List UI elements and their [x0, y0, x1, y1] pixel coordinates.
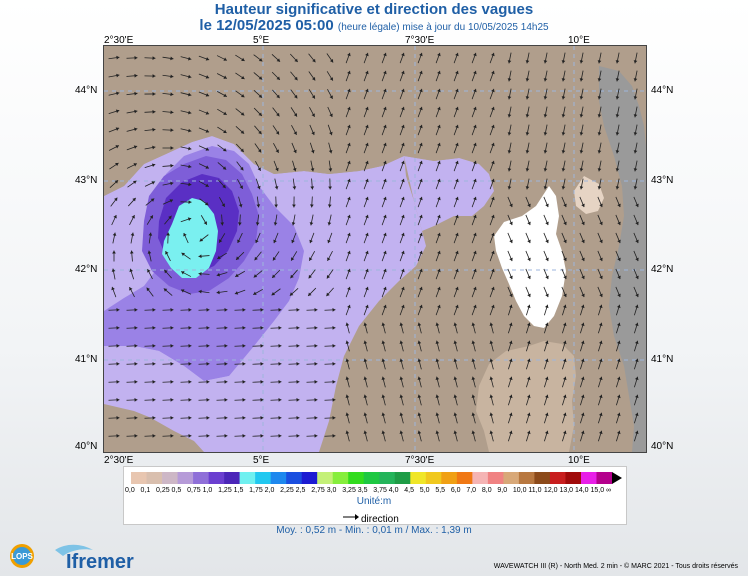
legend-tick-label: 9,0: [497, 487, 507, 494]
legend-swatch: [364, 472, 380, 484]
lat-label-right-40n: 40°N: [651, 441, 673, 452]
legend-tick-label: 5,0: [420, 487, 430, 494]
legend-swatch: [596, 472, 612, 484]
legend-swatch: [426, 472, 442, 484]
lat-label-left-44n: 44°N: [75, 85, 97, 96]
legend-swatch: [193, 472, 209, 484]
legend-swatch: [178, 472, 194, 484]
legend-tick-label: 1,75: [249, 487, 263, 494]
unit-label: Unité:m: [123, 496, 625, 507]
legend-tick-label: 11,0: [528, 487, 541, 494]
legend-swatch: [162, 472, 178, 484]
legend-tick-label: 0,1: [141, 487, 151, 494]
legend-tick-label: ∞: [606, 487, 611, 494]
legend-tick-label: 7,0: [466, 487, 476, 494]
legend-tick-label: 3,25: [342, 487, 356, 494]
chart-title: Hauteur significative et direction des v…: [0, 1, 748, 18]
model-credits: WAVEWATCH III (R) - North Med. 2 min - ©…: [494, 563, 738, 570]
lon-label-bottom-7-30e: 7°30'E: [405, 455, 434, 466]
legend-tick-label: 2,5: [296, 487, 306, 494]
legend-tick-label: 1,25: [218, 487, 232, 494]
legend-tick-label: 1,5: [234, 487, 244, 494]
legend-tick-label: 10,0: [513, 487, 527, 494]
lon-label-bottom-5e: 5°E: [253, 455, 269, 466]
legend-swatch: [317, 472, 333, 484]
legend-swatch: [286, 472, 302, 484]
legend-tick-label: 13,0: [559, 487, 573, 494]
legend-tick-label: 14,0: [575, 487, 589, 494]
svg-text:LOPS: LOPS: [11, 552, 33, 561]
legend-swatch: [488, 472, 504, 484]
legend-tick-label: 2,75: [311, 487, 325, 494]
legend-tick-label: 4,5: [404, 487, 414, 494]
legend-swatch: [503, 472, 519, 484]
lops-logo: LOPS: [4, 541, 40, 571]
chart-subtitle: le 12/05/2025 05:00 (heure légale) mise …: [0, 17, 748, 34]
lat-label-right-42n: 42°N: [651, 264, 673, 275]
lat-label-right-43n: 43°N: [651, 175, 673, 186]
legend-tick-label: 3,5: [358, 487, 368, 494]
legend-swatch: [348, 472, 364, 484]
legend-swatch: [255, 472, 271, 484]
legend-swatch: [379, 472, 395, 484]
lon-label-bottom-2-30e: 2°30'E: [104, 455, 133, 466]
legend-tick-label: 2,25: [280, 487, 294, 494]
ifremer-wordmark: Ifremer: [66, 551, 134, 574]
legend-tick-label: 0,5: [172, 487, 182, 494]
legend-tick-label: 5,5: [435, 487, 445, 494]
legend-swatch: [147, 472, 163, 484]
statistics-line: Moy. : 0,52 m - Min. : 0,01 m / Max. : 1…: [0, 525, 748, 536]
legend-swatch: [240, 472, 256, 484]
direction-label: direction: [361, 514, 399, 525]
legend-tick-label: 4,0: [389, 487, 399, 494]
lat-label-left-42n: 42°N: [75, 264, 97, 275]
update-note: (heure légale) mise à jour du 10/05/2025…: [338, 22, 549, 33]
forecast-datetime: le 12/05/2025 05:00: [199, 17, 333, 34]
legend-swatch: [472, 472, 488, 484]
legend-tick-label: 2,0: [265, 487, 275, 494]
legend-tick-label: 15,0: [590, 487, 604, 494]
legend-swatch: [581, 472, 597, 484]
lat-label-right-41n: 41°N: [651, 354, 673, 365]
legend-swatch: [333, 472, 349, 484]
legend-overflow-arrow: [612, 472, 622, 484]
wave-height-map[interactable]: [103, 45, 647, 453]
legend-swatch: [534, 472, 550, 484]
map-canvas: [104, 46, 646, 452]
legend-tick-label: 1,0: [203, 487, 213, 494]
lat-label-right-44n: 44°N: [651, 85, 673, 96]
lon-label-bottom-10e: 10°E: [568, 455, 590, 466]
legend-swatch: [395, 472, 411, 484]
lat-label-left-41n: 41°N: [75, 354, 97, 365]
legend-tick-label: 3,0: [327, 487, 337, 494]
legend-swatch: [224, 472, 240, 484]
legend-swatch: [302, 472, 318, 484]
legend-swatch: [565, 472, 581, 484]
legend-tick-label: 3,75: [373, 487, 387, 494]
legend-swatch: [457, 472, 473, 484]
legend-tick-label: 8,0: [482, 487, 492, 494]
legend-swatch: [519, 472, 535, 484]
lat-label-left-43n: 43°N: [75, 175, 97, 186]
lat-label-left-40n: 40°N: [75, 441, 97, 452]
legend-tick-label: 0,25: [156, 487, 170, 494]
direction-arrow-icon: [343, 513, 359, 524]
legend-swatch: [441, 472, 457, 484]
legend-swatch: [550, 472, 566, 484]
legend-swatch: [271, 472, 287, 484]
legend-swatch: [209, 472, 225, 484]
legend-tick-label: 6,0: [451, 487, 461, 494]
legend-swatch: [131, 472, 147, 484]
legend-tick-label: 12,0: [544, 487, 558, 494]
legend-swatch: [410, 472, 426, 484]
legend-tick-label: 0,0: [125, 487, 135, 494]
legend-tick-label: 0,75: [187, 487, 201, 494]
